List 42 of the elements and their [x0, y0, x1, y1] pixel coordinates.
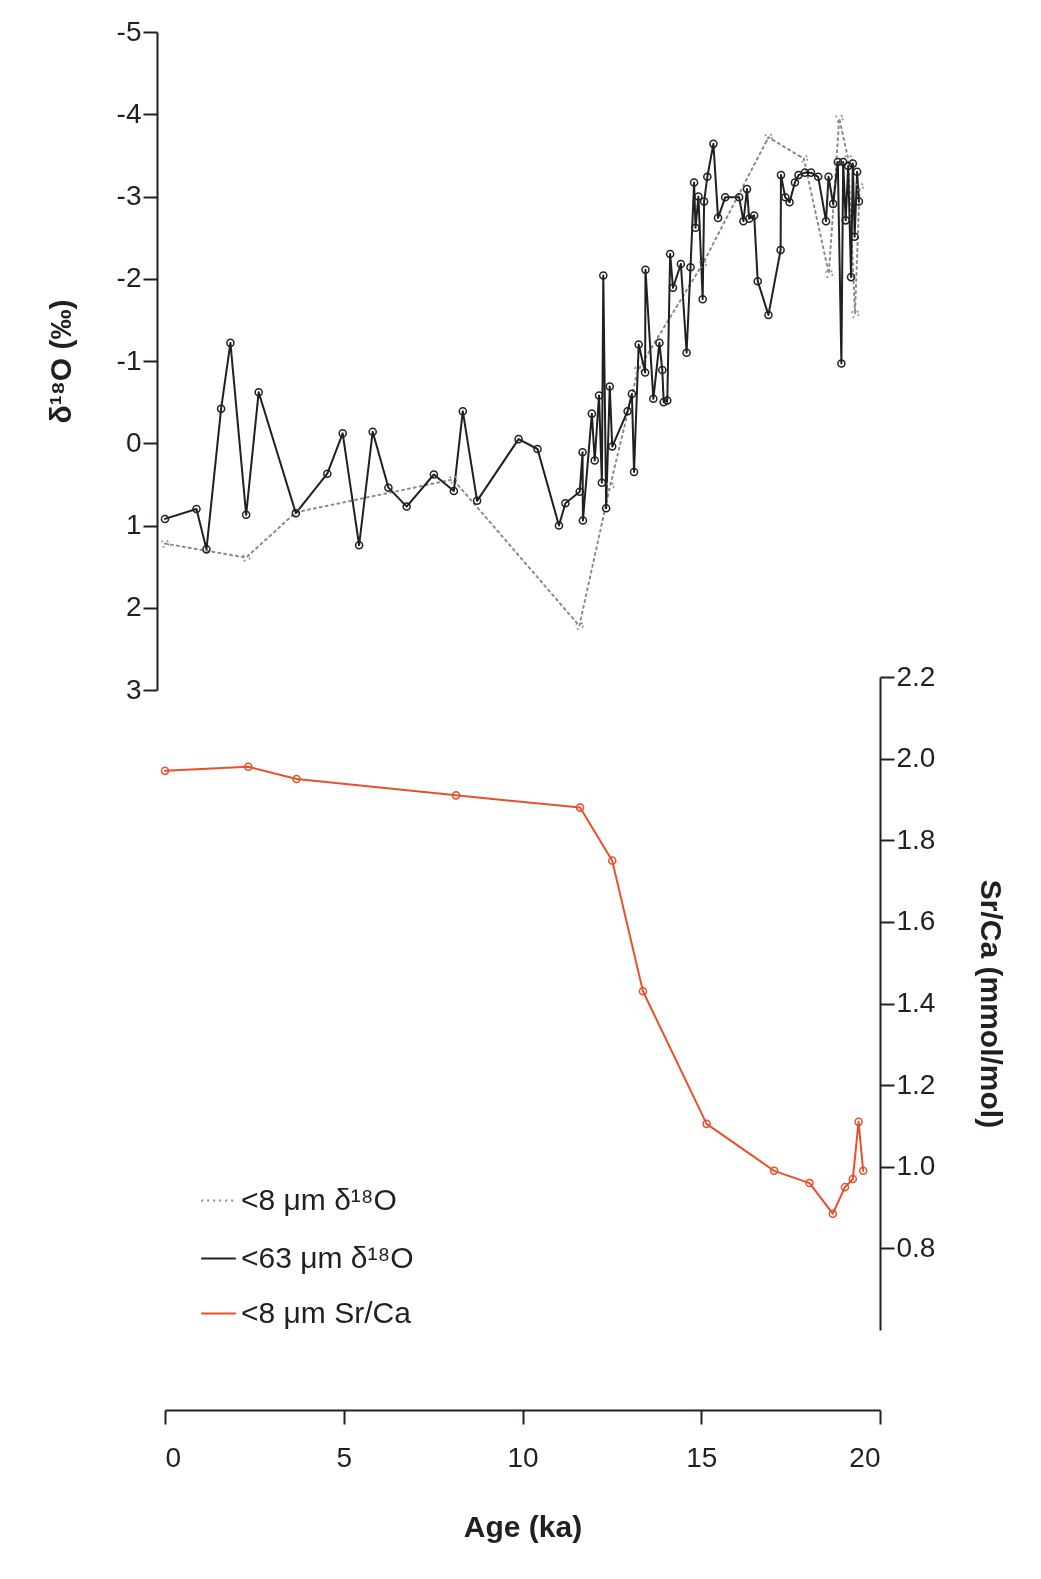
x-tick-label: 15 — [686, 1441, 718, 1473]
y-axis-title: δ¹⁸O (‰) — [43, 299, 77, 424]
point — [605, 481, 615, 491]
legend-label: <8 μm Sr/Ca — [241, 1295, 412, 1329]
point — [241, 553, 251, 562]
point — [850, 309, 860, 319]
y-tick-label: 1.0 — [896, 1150, 936, 1182]
y-tick-label: 1 — [125, 509, 142, 540]
y-tick-label: 3 — [125, 673, 142, 705]
point — [575, 621, 584, 631]
point — [448, 475, 458, 484]
point — [698, 259, 707, 269]
x-tick-label: 10 — [507, 1441, 539, 1473]
y-tick-label: 0.8 — [896, 1231, 936, 1263]
point — [824, 269, 834, 279]
point — [799, 154, 809, 163]
point — [843, 154, 853, 163]
y-axis-title: Sr/Ca (mmol/mol) — [975, 879, 1009, 1129]
y-tick-label: -1 — [116, 344, 142, 376]
legend-label: <63 μm δ¹⁸O — [241, 1240, 414, 1274]
y-tick-label: 1.2 — [896, 1068, 936, 1100]
legend-label: <8 μm δ¹⁸O — [241, 1182, 397, 1216]
point — [834, 114, 844, 123]
y-tick-label: 1.4 — [896, 987, 936, 1018]
y-tick-label: -4 — [116, 97, 142, 129]
y-tick-label: 2 — [125, 591, 142, 623]
y-tick-label: 1.6 — [896, 905, 936, 937]
y-tick-label: -5 — [116, 15, 142, 47]
y-tick-label: 2.2 — [896, 660, 936, 692]
x-tick-label: 20 — [849, 1441, 881, 1473]
x-axis-title: Age (ka) — [463, 1509, 583, 1543]
x-tick-label: 5 — [336, 1441, 353, 1473]
y-tick-label: 2.0 — [896, 742, 936, 774]
point — [855, 182, 864, 191]
point — [160, 539, 170, 548]
y-tick-label: 1.8 — [896, 823, 936, 855]
x-tick-label: 0 — [165, 1441, 182, 1473]
y-tick-label: -2 — [116, 262, 142, 294]
point — [764, 133, 773, 142]
y-tick-label: 0 — [125, 426, 142, 458]
y-tick-label: -3 — [116, 180, 142, 211]
point — [633, 365, 643, 375]
